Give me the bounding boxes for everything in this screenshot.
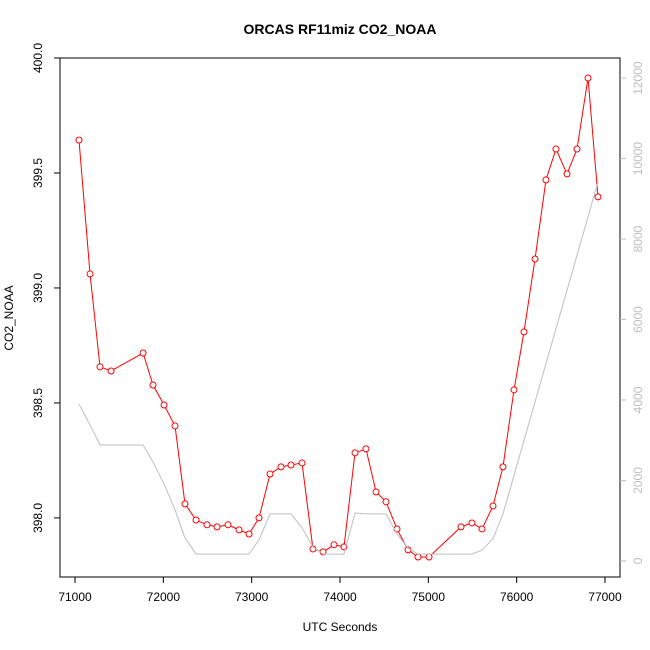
x-tick-label: 77000 <box>588 590 622 604</box>
point <box>160 401 168 409</box>
point <box>96 363 104 371</box>
point <box>520 328 528 336</box>
x-tick-label: 76000 <box>500 590 534 604</box>
point <box>86 270 94 278</box>
point <box>468 519 476 527</box>
point <box>573 145 581 153</box>
point <box>584 74 592 82</box>
x-axis-title: UTC Seconds <box>303 620 378 634</box>
y-tick-label: 399.0 <box>31 273 45 303</box>
point <box>107 367 115 375</box>
series-line <box>78 181 599 555</box>
point <box>181 500 189 508</box>
plot-frame <box>59 57 621 578</box>
point <box>531 255 539 263</box>
point <box>425 553 433 561</box>
point <box>372 488 380 496</box>
point <box>510 386 518 394</box>
point <box>171 422 179 430</box>
point <box>255 514 263 522</box>
y-tick-label: 398.5 <box>31 388 45 418</box>
point <box>330 541 338 549</box>
x-tick-label: 75000 <box>412 590 446 604</box>
point <box>277 463 285 471</box>
point <box>414 553 422 561</box>
point <box>192 516 200 524</box>
point <box>542 176 550 184</box>
y2-tick-label: 4000 <box>631 386 645 413</box>
x-tick-label: 71000 <box>58 590 92 604</box>
y-tick-label: 399.5 <box>31 158 45 188</box>
point <box>457 523 465 531</box>
chart-title: ORCAS RF11miz CO2_NOAA <box>244 21 437 37</box>
point <box>362 445 370 453</box>
point <box>224 521 232 529</box>
point <box>287 461 295 469</box>
y-axis-title: CO2_NOAA <box>2 285 16 350</box>
x-tick-label: 73000 <box>235 590 269 604</box>
point <box>139 349 147 357</box>
point <box>382 498 390 506</box>
y2-tick-label: 0 <box>631 557 645 564</box>
y2-tick-label: 2000 <box>631 467 645 494</box>
x-tick-label: 72000 <box>147 590 181 604</box>
point <box>499 463 507 471</box>
point <box>594 193 602 201</box>
point <box>75 136 83 144</box>
point <box>245 530 253 538</box>
point <box>298 459 306 467</box>
point <box>266 470 274 478</box>
y2-tick-label: 6000 <box>631 306 645 333</box>
point <box>489 502 497 510</box>
point <box>563 170 571 178</box>
y-tick-label: 398.0 <box>31 503 45 533</box>
y2-tick-label: 12000 <box>631 61 645 95</box>
series-line <box>78 77 599 558</box>
point <box>552 145 560 153</box>
point <box>149 381 157 389</box>
y-tick-label: 400.0 <box>31 43 45 73</box>
point <box>478 525 486 533</box>
y2-tick-label: 10000 <box>631 142 645 176</box>
x-tick-label: 74000 <box>323 590 357 604</box>
y2-tick-label: 8000 <box>631 225 645 252</box>
point <box>351 449 359 457</box>
point <box>203 521 211 529</box>
point <box>213 523 221 531</box>
point <box>235 526 243 534</box>
